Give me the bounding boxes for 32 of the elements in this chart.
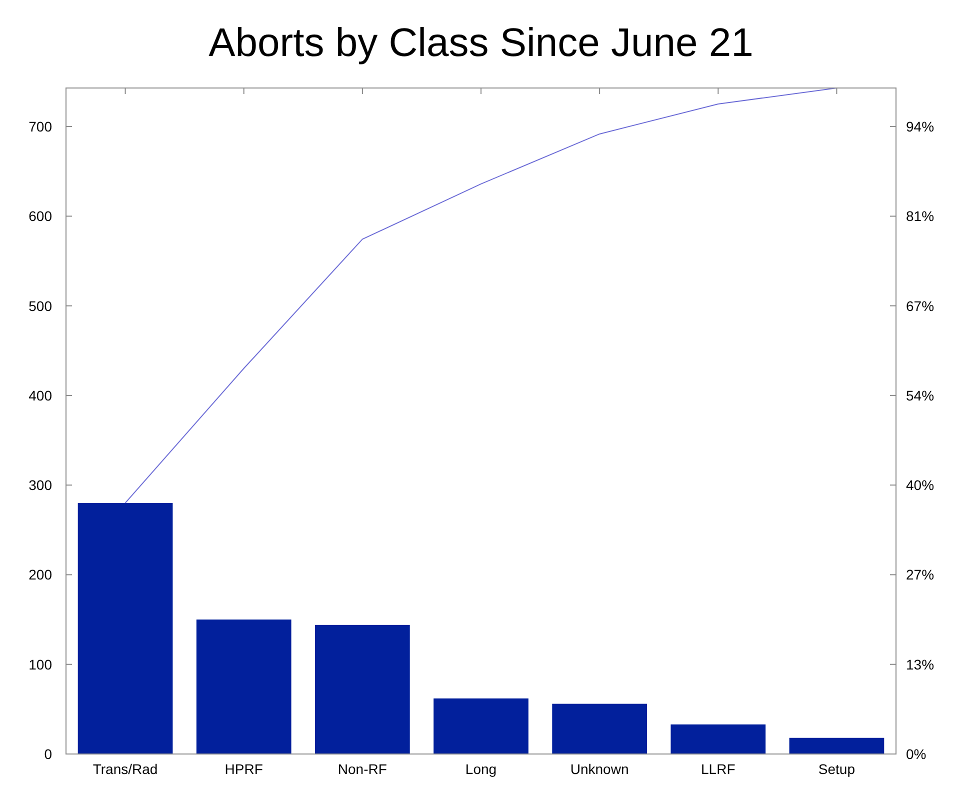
bar — [434, 698, 528, 754]
y2-tick-label: 27% — [906, 566, 934, 583]
bar — [315, 624, 410, 754]
y-tick-label: 600 — [28, 208, 52, 224]
y2-tick-label: 40% — [906, 477, 934, 494]
x-tick-label: LLRF — [701, 761, 736, 777]
line-series — [124, 88, 838, 504]
bar — [789, 738, 884, 754]
x-tick-label: Trans/Rad — [92, 761, 158, 777]
y2-tick-label: 67% — [906, 298, 934, 314]
y2-tick-label: 81% — [906, 208, 934, 224]
bar — [670, 724, 766, 754]
y2-tick-label: 13% — [906, 656, 934, 672]
y-tick-label: 200 — [28, 566, 52, 583]
x-tick-label: Setup — [818, 761, 856, 777]
bar — [196, 620, 292, 754]
x-tick-label: Non-RF — [338, 761, 387, 777]
bar — [78, 503, 173, 754]
bar — [552, 704, 647, 754]
y-tick-label: 500 — [28, 298, 52, 314]
y-tick-label: 100 — [28, 656, 52, 672]
chart-title: Aborts by Class Since June 21 — [208, 21, 754, 65]
y2-tick-label: 0% — [906, 746, 926, 762]
y-tick-label: 400 — [28, 387, 52, 404]
y-tick-label: 300 — [28, 477, 52, 494]
y2-tick-label: 94% — [906, 118, 934, 135]
y2-tick-label: 54% — [906, 387, 934, 404]
x-tick-label: Unknown — [570, 761, 629, 777]
y-tick-label: 700 — [28, 118, 52, 135]
x-tick-label: Long — [465, 761, 497, 777]
y-tick-label: 0 — [44, 746, 52, 762]
x-tick-label: HPRF — [224, 761, 263, 777]
